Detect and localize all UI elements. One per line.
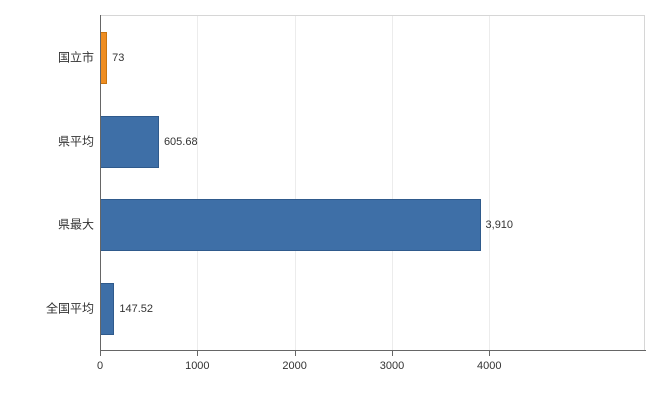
bar-value-label: 73: [112, 51, 125, 64]
category-label: 県最大: [57, 217, 94, 232]
bar-value-label: 147.52: [119, 303, 153, 316]
gridline: [197, 16, 199, 350]
x-tick-mark: [391, 351, 393, 356]
gridline: [391, 16, 393, 350]
bar-value-label: 3,910: [485, 219, 514, 232]
plot-area: 73 605.68 3,910 147.52: [100, 15, 645, 350]
bar-県平均[interactable]: [100, 115, 159, 168]
gridline: [489, 16, 491, 350]
bar-全国平均[interactable]: [100, 283, 115, 336]
bar-県最大[interactable]: [100, 199, 481, 252]
x-tick-label: 0: [96, 360, 104, 372]
gridline: [294, 16, 296, 350]
x-tick-label: 3000: [379, 360, 405, 372]
y-axis-line: [100, 15, 101, 351]
bar-value-label: 605.68: [163, 135, 198, 148]
category-label: 全国平均: [45, 301, 94, 316]
x-tick-mark: [197, 351, 199, 356]
x-tick-label: 1000: [185, 360, 210, 372]
x-tick-mark: [489, 351, 491, 356]
category-label: 国立市: [57, 50, 94, 65]
x-tick-mark: [100, 351, 101, 356]
category-label: 県平均: [57, 134, 94, 149]
x-axis-line: [100, 350, 646, 351]
x-tick-label: 4000: [477, 360, 502, 372]
x-tick-label: 2000: [282, 360, 307, 372]
bar-国立市[interactable]: [100, 31, 108, 84]
x-tick-mark: [294, 351, 296, 356]
